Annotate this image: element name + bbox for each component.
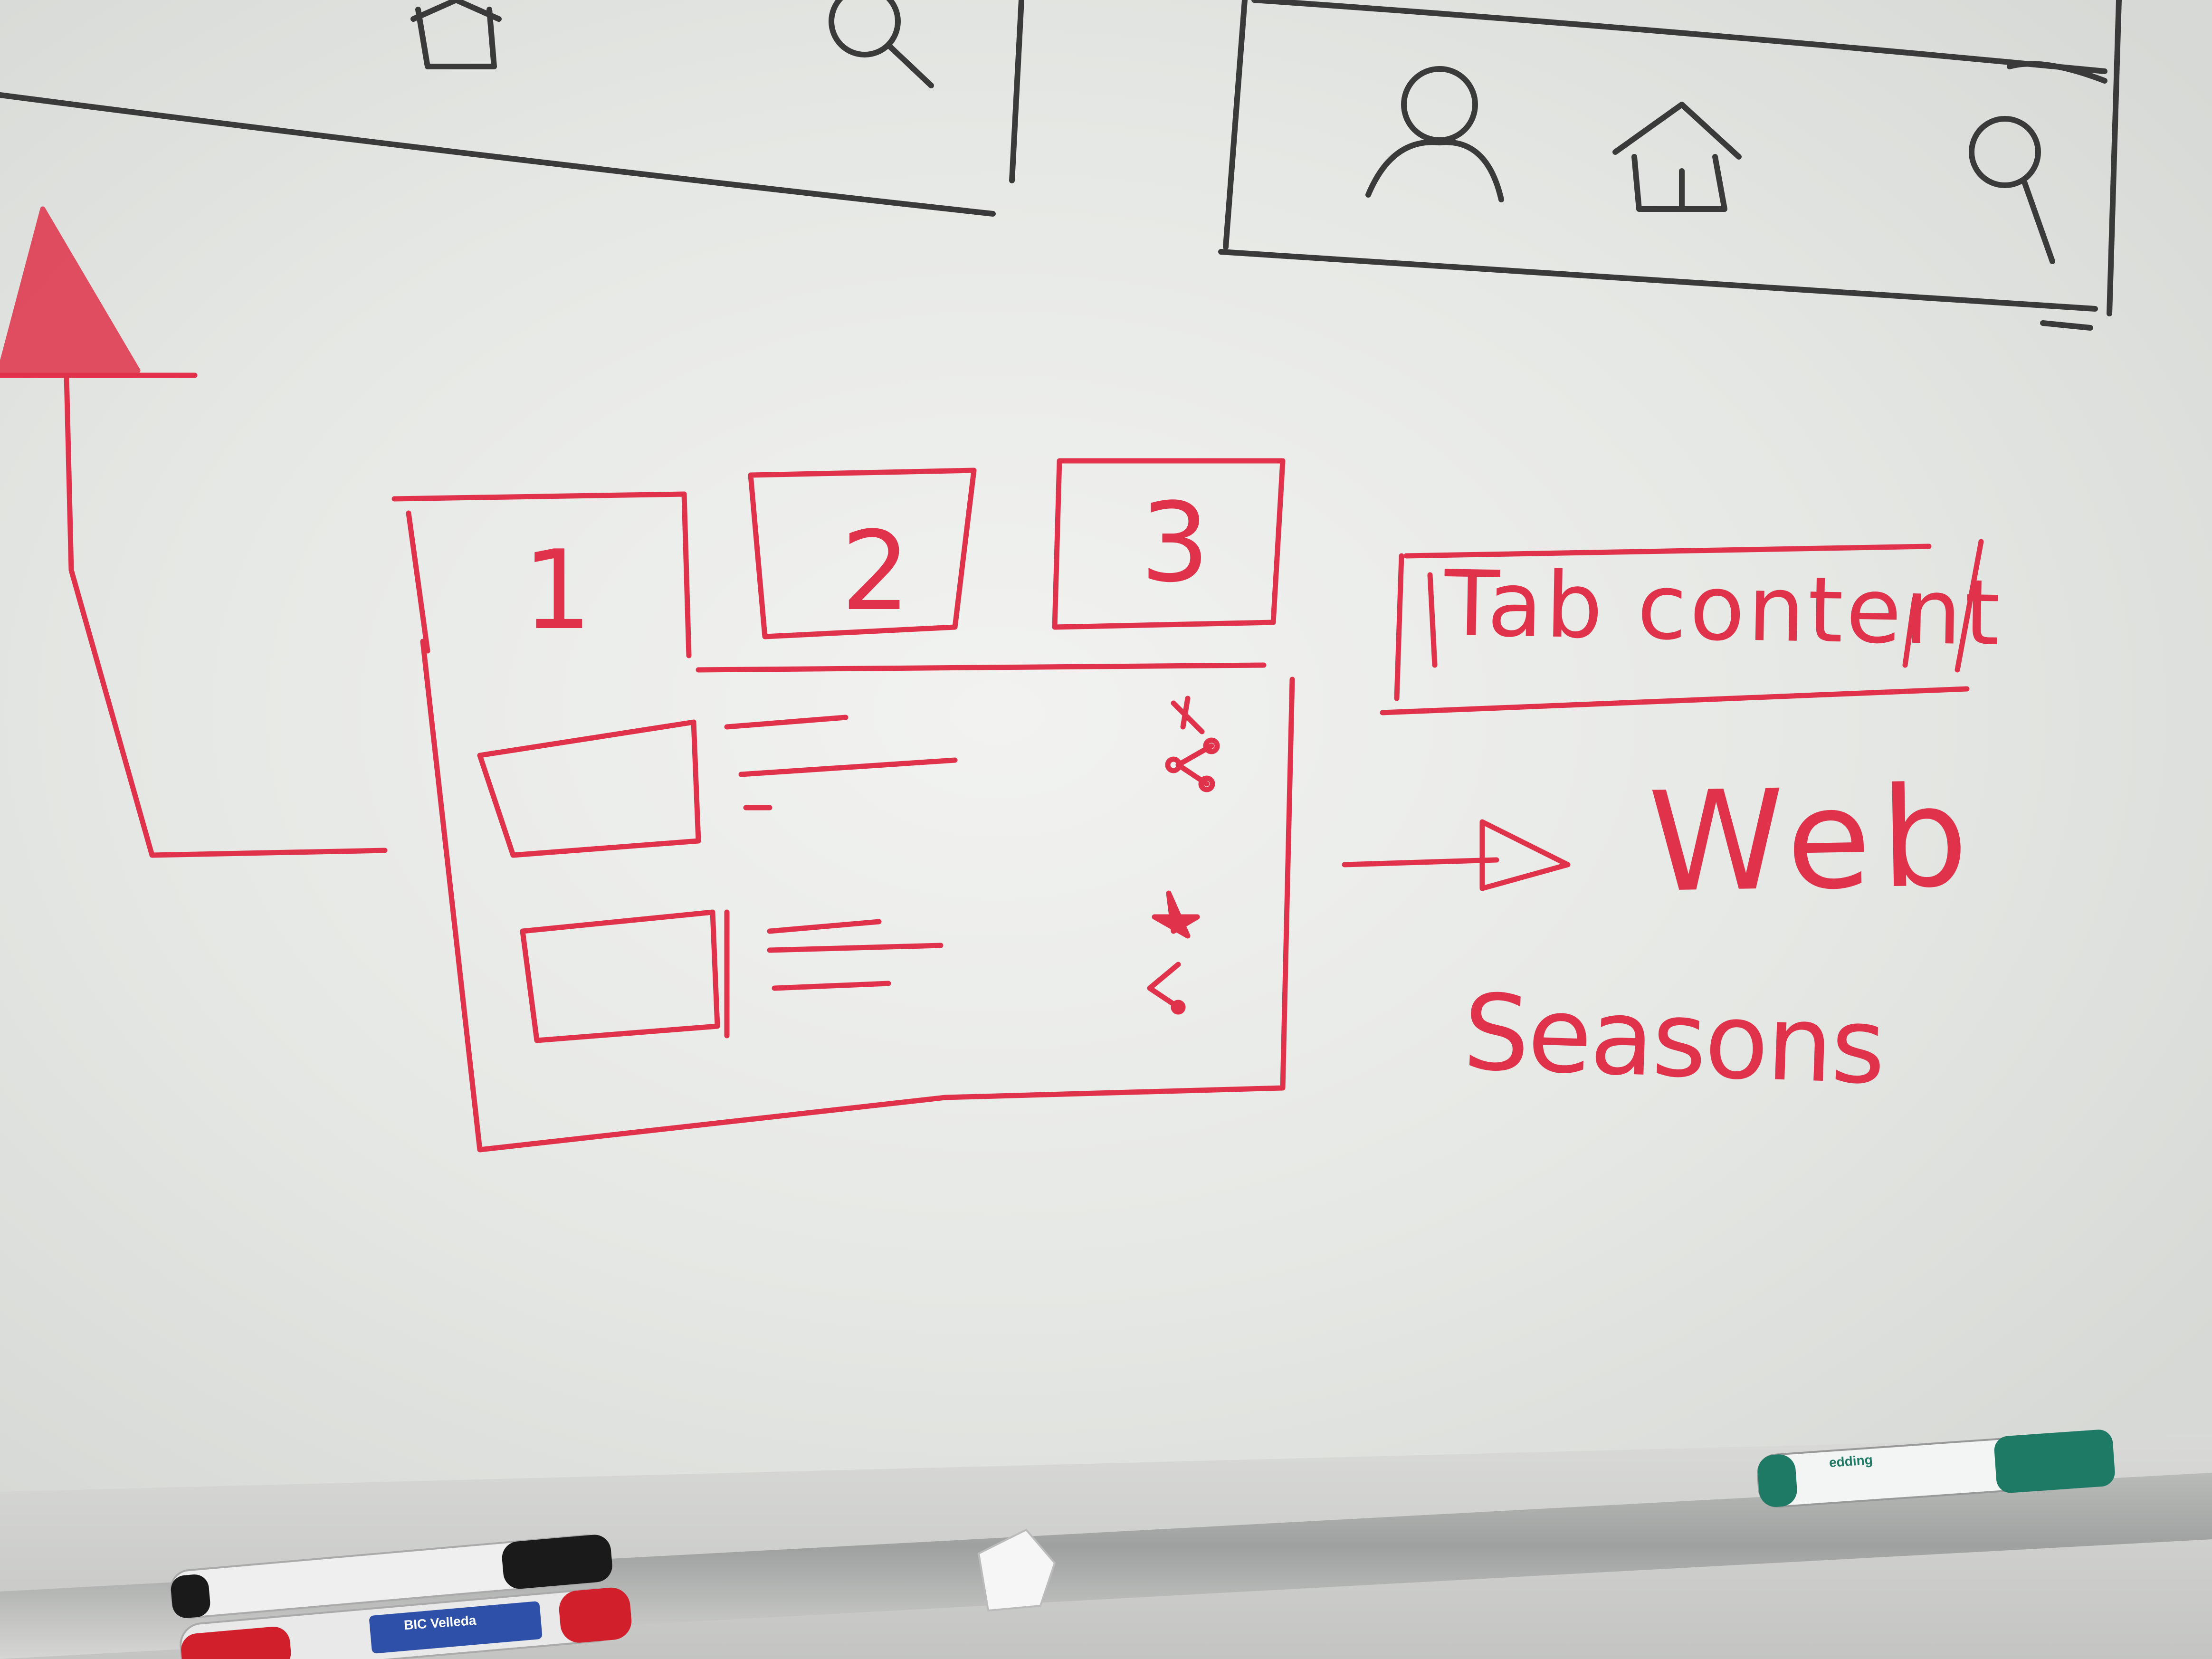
share-icon — [1147, 962, 1186, 1015]
user-icon — [1365, 66, 1504, 202]
home-icon — [1612, 102, 1742, 212]
tab-label-1: 1 — [523, 527, 595, 654]
marker-brand-edding: edding — [1828, 1452, 1873, 1470]
back-triangle-icon — [0, 206, 198, 378]
paper-scrap — [977, 1528, 1056, 1612]
top-nav-bar-left — [0, 0, 1024, 217]
green-marker — [1757, 1430, 2115, 1508]
star-icon — [1152, 890, 1200, 939]
red-marker — [180, 1587, 632, 1659]
search-icon — [829, 0, 934, 88]
connector-line — [64, 372, 388, 858]
tab-label-3: 3 — [1140, 480, 1213, 607]
top-nav-bar-right — [1218, 0, 2122, 331]
search-icon — [1969, 116, 2055, 264]
home-icon — [410, 0, 502, 69]
tab-content-box — [1380, 539, 1984, 715]
tab-label-2: 2 — [841, 508, 914, 635]
tab-bar — [391, 458, 1286, 673]
star-icon — [1171, 696, 1205, 734]
black-marker — [170, 1534, 612, 1619]
share-icon — [1165, 737, 1220, 792]
tab-panel — [420, 639, 1295, 1153]
arrow-right-icon — [1342, 819, 1571, 891]
